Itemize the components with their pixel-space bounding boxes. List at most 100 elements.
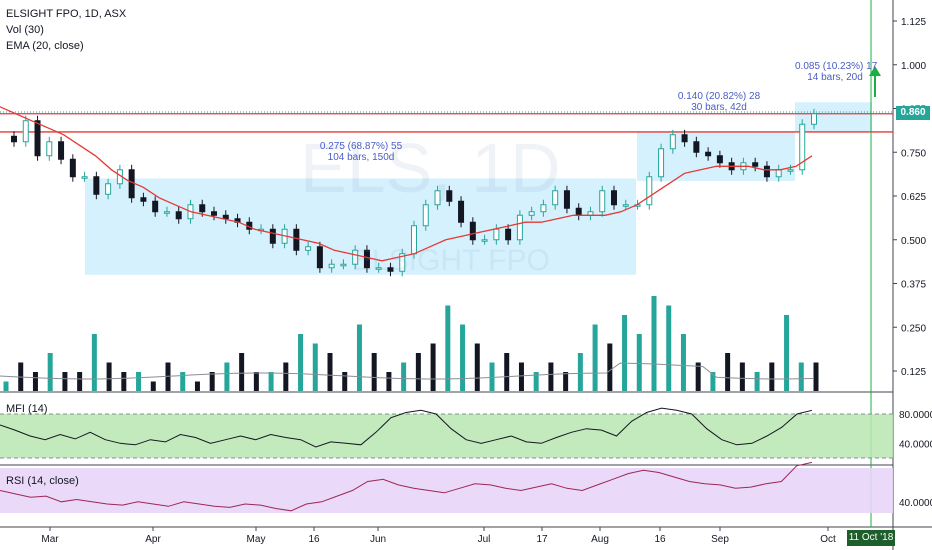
- volume-bar: [47, 353, 53, 391]
- candle-body: [175, 211, 182, 220]
- candle-body: [152, 200, 159, 213]
- volume-bar: [784, 315, 790, 391]
- volume-bar: [710, 372, 716, 391]
- volume-bar: [106, 362, 112, 391]
- volume-bar: [298, 334, 304, 391]
- time-tick-label: Sep: [711, 534, 729, 545]
- volume-bar: [136, 372, 142, 391]
- candle-body: [399, 253, 406, 272]
- volume-bar: [666, 305, 672, 391]
- legend-mfi[interactable]: MFI (14): [6, 403, 48, 415]
- candle-body: [469, 221, 476, 241]
- mfi-tick-label: 80.0000: [899, 410, 932, 421]
- volume-bar: [386, 372, 392, 391]
- volume-bar: [91, 334, 97, 391]
- rsi-line: [0, 461, 813, 512]
- candle-body: [81, 176, 88, 179]
- volume-bar: [563, 372, 569, 391]
- volume-bar: [504, 353, 510, 391]
- candle-body: [46, 141, 53, 157]
- candle-body: [481, 239, 488, 242]
- candle-body: [446, 190, 453, 202]
- volume-bar: [239, 353, 245, 391]
- volume-bar: [121, 372, 127, 391]
- price-tick-label: 1.125: [901, 17, 926, 28]
- volume-ma-line: [0, 362, 814, 380]
- candle-body: [305, 246, 312, 251]
- volume-bar: [224, 362, 230, 391]
- volume-bar: [460, 324, 466, 391]
- volume-bar: [548, 362, 554, 391]
- legend-volume[interactable]: Vol (30): [6, 24, 44, 36]
- candle-body: [611, 190, 617, 206]
- volume-bar: [622, 315, 628, 391]
- candle-body: [540, 204, 547, 213]
- candle-body: [140, 197, 147, 202]
- ema-line: [0, 106, 813, 262]
- candle-body: [387, 267, 394, 272]
- price-tick-label: 0.750: [901, 148, 926, 159]
- measure-annotation-1: 0.275 (68.87%) 55 104 bars, 150d: [296, 141, 426, 163]
- measure-annotation-2: 0.140 (20.82%) 28 30 bars, 42d: [654, 91, 784, 113]
- volume-bar: [150, 381, 156, 391]
- candle-body: [658, 148, 665, 178]
- measure-3-line2: 14 bars, 20d: [807, 72, 863, 83]
- time-tick-label: Apr: [145, 534, 161, 545]
- candle-body: [646, 176, 653, 206]
- candle-body: [811, 113, 817, 125]
- symbol-watermark: ELS, 1D: [300, 129, 561, 207]
- candle-body: [316, 246, 323, 269]
- measure-1-line1: 0.275 (68.87%) 55: [319, 141, 403, 152]
- candle-body: [575, 207, 582, 216]
- candle-body: [599, 190, 606, 213]
- candle-body: [693, 141, 700, 153]
- volume-bar: [651, 296, 657, 391]
- candle-body: [434, 190, 441, 206]
- volume-bar: [194, 381, 200, 391]
- candle-body: [787, 169, 794, 172]
- candle-body: [269, 228, 276, 244]
- volume-bar: [518, 362, 524, 391]
- candle-body: [352, 249, 359, 265]
- volume-bar: [636, 334, 642, 391]
- candle-body: [799, 123, 806, 171]
- measure-2-line2: 30 bars, 42d: [691, 102, 747, 113]
- candle-body: [128, 169, 135, 199]
- legend-symbol[interactable]: ELSIGHT FPO, 1D, ASX: [6, 8, 127, 20]
- candle-body: [458, 200, 465, 223]
- time-tick-label: Jul: [478, 534, 491, 545]
- candle-body: [422, 204, 429, 227]
- candle-body: [211, 211, 217, 216]
- volume-bar: [577, 353, 583, 391]
- mfi-band: [0, 414, 893, 458]
- measure-box: [85, 178, 636, 275]
- volume-bar: [415, 353, 421, 391]
- candle-body: [69, 158, 76, 178]
- candle-body: [11, 135, 17, 143]
- volume-bar: [342, 372, 348, 391]
- price-tick-label: 0.125: [901, 367, 926, 378]
- volume-bar: [592, 324, 598, 391]
- measure-3-line1: 0.085 (10.23%) 17: [795, 61, 878, 72]
- symbol-watermark-name: ELSIGHT FPO: [352, 244, 550, 277]
- measure-box: [795, 102, 872, 132]
- volume-bar: [371, 353, 377, 391]
- legend-rsi[interactable]: RSI (14, close): [6, 475, 79, 487]
- time-tick-label: Oct: [820, 534, 836, 545]
- time-tick-label: 16: [308, 534, 320, 545]
- candle-body: [328, 263, 335, 269]
- candle-body: [222, 214, 229, 220]
- volume-bar: [401, 362, 407, 391]
- price-tick-label: 0.500: [901, 236, 926, 247]
- candle-body: [705, 151, 712, 157]
- volume-bar: [754, 372, 760, 391]
- candle-body: [493, 228, 500, 241]
- legend-ema[interactable]: EMA (20, close): [6, 40, 84, 52]
- volume-bar: [283, 362, 289, 391]
- volume-bar: [474, 343, 480, 391]
- candle-body: [752, 162, 759, 167]
- volume-bar: [32, 372, 38, 391]
- measure-annotation-3: 0.085 (10.23%) 17 14 bars, 20d: [795, 61, 878, 83]
- candle-body: [622, 204, 629, 207]
